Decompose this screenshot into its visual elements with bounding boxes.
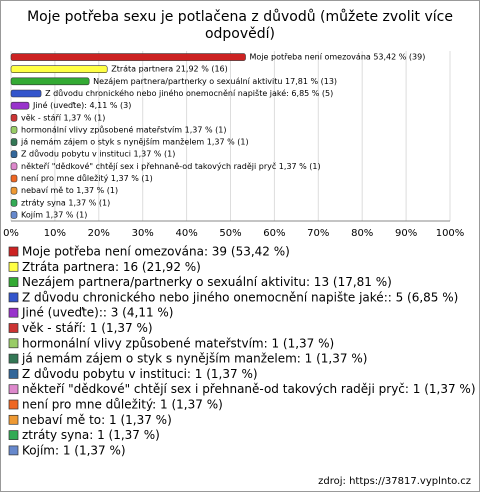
bar [10,113,18,122]
legend-label: není pro mne důležitý: 1 (1,37 %) [22,398,223,412]
x-tick-label: 10% [44,228,66,239]
bar-label: Kojím 1,37 % (1) [21,210,87,219]
x-tick-label: 60% [263,228,285,239]
legend-label: někteří "dědkové" chtějí sex i přehnaně-… [22,382,476,396]
legend-swatch [8,261,19,272]
bar-label: ztráty syna 1,37 % (1) [21,198,110,207]
legend-swatch [8,445,19,456]
x-tick-label: 20% [88,228,110,239]
bar-label: Nezájem partnera/partnerky o sexuální ak… [93,77,337,86]
legend-swatch [8,430,19,440]
legend-swatch [8,384,19,395]
legend-swatch [8,307,19,318]
bar-label: Jiné (uveďte): 4,11 % (3) [32,100,131,110]
legend-swatch [8,399,19,410]
legend-swatch [8,277,19,287]
bar [10,198,18,207]
bar [10,101,30,110]
bar-label: Z důvodu chronického nebo jiného onemocn… [45,88,333,98]
bar-label: někteří "dědkové" chtějí sex i přehnaně-… [21,161,321,171]
bar-label: věk - stáří 1,37 % (1) [21,113,105,122]
x-tick-label: 40% [175,228,197,239]
bar-label: Moje potřeba není omezována 53,42 % (39) [250,53,426,62]
bar [10,162,18,171]
legend-label: nebaví mě to: 1 (1,37 %) [22,413,172,427]
x-tick-label: 30% [132,228,154,239]
x-tick-label: 50% [219,228,241,239]
legend-swatch [8,414,19,425]
bar-label: nebaví mě to 1,37 % (1) [21,186,118,195]
legend-swatch [8,323,19,333]
legend-label: já nemám zájem o styk s nynějším manžele… [21,352,367,366]
bar-label: Z důvodu pobytu v instituci 1,37 % (1) [21,149,175,159]
chart-title: Moje potřeba sexu je potlačena z důvodů … [27,9,453,42]
legend-label: věk - stáří: 1 (1,37 %) [22,321,153,335]
bar [10,89,42,98]
legend-label: Jiné (uveďte):: 3 (4,11 %) [21,306,173,320]
legend-label: Kojím: 1 (1,37 %) [22,443,126,457]
bar-label: hormonální vlivy způsobené mateřstvím 1,… [21,124,226,134]
x-tick-label: 70% [307,228,329,239]
bar [10,211,18,219]
x-tick-label: 90% [395,228,417,239]
bar [10,65,108,74]
legend-swatch [8,369,19,379]
legend-label: ztráty syna: 1 (1,37 %) [22,428,160,442]
legend-label: Z důvodu pobytu v instituci: 1 (1,37 %) [22,367,258,381]
x-tick-label: 80% [351,228,373,239]
x-tick-label: 100% [436,228,465,239]
legend-swatch [8,353,19,364]
bar [10,53,246,61]
bar [10,186,18,195]
bar [10,138,18,146]
legend-label: Z důvodu chronického nebo jiného onemocn… [22,290,458,304]
source: zdroj: https://37817.vyplnto.cz [318,476,471,487]
bar [10,126,18,134]
legend-label: Nezájem partnera/partnerky o sexuální ak… [22,275,392,289]
legend-label: Moje potřeba není omezována: 39 (53,42 %… [22,245,290,259]
x-tick-label: 0% [3,228,19,239]
bar-label: Ztráta partnera 21,92 % (16) [111,65,228,74]
bar [10,150,18,159]
bar-label: já nemám zájem o styk s nynějším manžele… [20,137,249,147]
bar-label: není pro mne důležitý 1,37 % (1) [21,173,153,183]
bar [10,77,90,86]
legend-swatch [8,338,19,349]
legend-swatch [8,246,19,257]
legend-label: Ztráta partnera: 16 (21,92 %) [22,260,201,274]
legend-label: hormonální vlivy způsobené mateřstvím: 1… [22,336,334,350]
legend-swatch [8,292,19,303]
bar [10,174,18,183]
